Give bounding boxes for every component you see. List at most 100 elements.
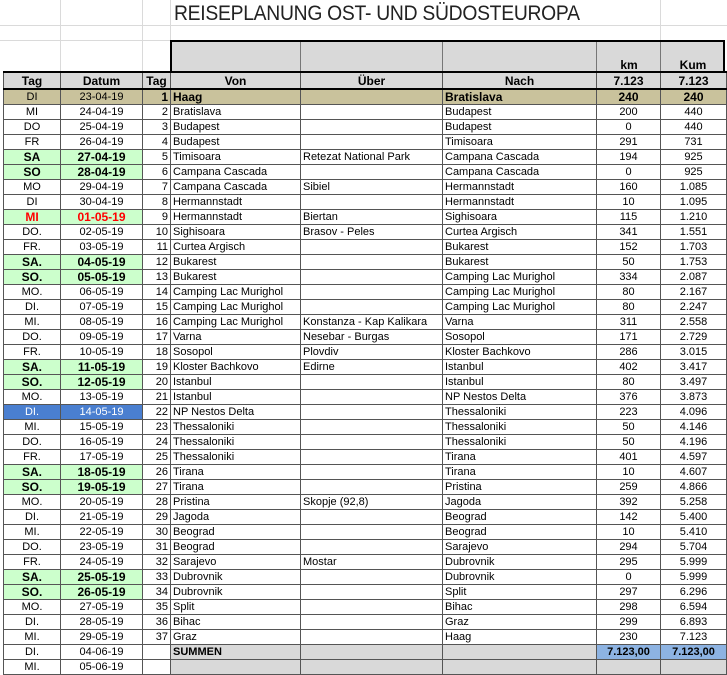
- day-cell[interactable]: DI: [3, 194, 61, 210]
- from-cell[interactable]: Bukarest: [170, 254, 301, 270]
- to-cell[interactable]: Thessaloniki: [442, 419, 597, 435]
- km-cell[interactable]: 10: [596, 194, 661, 210]
- cumulative-cell[interactable]: 3.015: [660, 344, 727, 360]
- date-cell[interactable]: 09-05-19: [60, 329, 143, 345]
- day-number-cell[interactable]: 14: [142, 284, 171, 300]
- date-cell[interactable]: 15-05-19: [60, 419, 143, 435]
- day-number-cell[interactable]: 8: [142, 194, 171, 210]
- date-cell[interactable]: 21-05-19: [60, 509, 143, 525]
- cumulative-cell[interactable]: 1.210: [660, 209, 727, 225]
- date-cell[interactable]: 05-06-19: [60, 659, 143, 675]
- date-cell[interactable]: 18-05-19: [60, 464, 143, 480]
- header-tag-number[interactable]: Tag: [142, 71, 171, 90]
- to-cell[interactable]: Budapest: [442, 119, 597, 135]
- to-cell[interactable]: Camping Lac Murighol: [442, 299, 597, 315]
- via-cell[interactable]: [300, 269, 443, 285]
- via-cell[interactable]: [300, 629, 443, 645]
- day-cell[interactable]: MI.: [3, 314, 61, 330]
- km-cell[interactable]: 115: [596, 209, 661, 225]
- day-cell[interactable]: SO.: [3, 269, 61, 285]
- date-cell[interactable]: 08-05-19: [60, 314, 143, 330]
- to-cell[interactable]: Thessaloniki: [442, 404, 597, 420]
- day-cell[interactable]: DI.: [3, 509, 61, 525]
- from-cell[interactable]: SUMMEN: [170, 644, 301, 660]
- date-cell[interactable]: 05-05-19: [60, 269, 143, 285]
- from-cell[interactable]: Varna: [170, 329, 301, 345]
- to-cell[interactable]: Sighisoara: [442, 209, 597, 225]
- to-cell[interactable]: Bratislava: [442, 88, 597, 105]
- km-cell[interactable]: 297: [596, 584, 661, 600]
- km-cell[interactable]: 80: [596, 299, 661, 315]
- from-cell[interactable]: Haag: [170, 88, 301, 105]
- day-cell[interactable]: MI.: [3, 419, 61, 435]
- from-cell[interactable]: Sighisoara: [170, 224, 301, 240]
- km-cell[interactable]: 50: [596, 434, 661, 450]
- day-number-cell[interactable]: 27: [142, 479, 171, 495]
- date-cell[interactable]: 14-05-19: [60, 404, 143, 420]
- to-cell[interactable]: Kloster Bachkovo: [442, 344, 597, 360]
- via-cell[interactable]: [300, 659, 443, 675]
- day-number-cell[interactable]: 2: [142, 104, 171, 120]
- header-nach[interactable]: Nach: [442, 71, 597, 90]
- to-cell[interactable]: Jagoda: [442, 494, 597, 510]
- day-number-cell[interactable]: 19: [142, 359, 171, 375]
- from-cell[interactable]: Dubrovnik: [170, 584, 301, 600]
- to-cell[interactable]: Thessaloniki: [442, 434, 597, 450]
- day-cell[interactable]: DO.: [3, 224, 61, 240]
- day-cell[interactable]: DI.: [3, 644, 61, 660]
- day-number-cell[interactable]: 29: [142, 509, 171, 525]
- to-cell[interactable]: Sosopol: [442, 329, 597, 345]
- day-number-cell[interactable]: 31: [142, 539, 171, 555]
- day-number-cell[interactable]: 35: [142, 599, 171, 615]
- via-cell[interactable]: [300, 134, 443, 150]
- day-number-cell[interactable]: 11: [142, 239, 171, 255]
- km-cell[interactable]: 10: [596, 464, 661, 480]
- km-cell[interactable]: 291: [596, 134, 661, 150]
- via-cell[interactable]: Konstanza - Kap Kalikara: [300, 314, 443, 330]
- via-cell[interactable]: [300, 599, 443, 615]
- km-cell[interactable]: 50: [596, 254, 661, 270]
- cumulative-cell[interactable]: 2.087: [660, 269, 727, 285]
- date-cell[interactable]: 11-05-19: [60, 359, 143, 375]
- day-cell[interactable]: FR: [3, 134, 61, 150]
- day-cell[interactable]: MO.: [3, 389, 61, 405]
- from-cell[interactable]: Bukarest: [170, 269, 301, 285]
- day-number-cell[interactable]: 23: [142, 419, 171, 435]
- km-cell[interactable]: 200: [596, 104, 661, 120]
- to-cell[interactable]: Istanbul: [442, 359, 597, 375]
- cumulative-cell[interactable]: 4.096: [660, 404, 727, 420]
- date-cell[interactable]: 16-05-19: [60, 434, 143, 450]
- date-cell[interactable]: 04-06-19: [60, 644, 143, 660]
- day-cell[interactable]: MI.: [3, 659, 61, 675]
- from-cell[interactable]: Istanbul: [170, 389, 301, 405]
- day-cell[interactable]: MI: [3, 104, 61, 120]
- cumulative-cell[interactable]: 6.594: [660, 599, 727, 615]
- date-cell[interactable]: 04-05-19: [60, 254, 143, 270]
- cumulative-cell[interactable]: [660, 659, 727, 675]
- from-cell[interactable]: [170, 659, 301, 675]
- km-cell[interactable]: 0: [596, 119, 661, 135]
- header-tag[interactable]: Tag: [3, 71, 61, 90]
- cumulative-cell[interactable]: 2.167: [660, 284, 727, 300]
- cumulative-cell[interactable]: 5.704: [660, 539, 727, 555]
- from-cell[interactable]: Campana Cascada: [170, 164, 301, 180]
- day-number-cell[interactable]: 37: [142, 629, 171, 645]
- date-cell[interactable]: 27-05-19: [60, 599, 143, 615]
- via-cell[interactable]: Retezat National Park: [300, 149, 443, 165]
- to-cell[interactable]: Sarajevo: [442, 539, 597, 555]
- day-cell[interactable]: SA.: [3, 254, 61, 270]
- from-cell[interactable]: Jagoda: [170, 509, 301, 525]
- date-cell[interactable]: 29-04-19: [60, 179, 143, 195]
- to-cell[interactable]: Pristina: [442, 479, 597, 495]
- date-cell[interactable]: 22-05-19: [60, 524, 143, 540]
- cumulative-cell[interactable]: 6.893: [660, 614, 727, 630]
- km-cell[interactable]: 298: [596, 599, 661, 615]
- day-cell[interactable]: DO: [3, 119, 61, 135]
- to-cell[interactable]: [442, 659, 597, 675]
- date-cell[interactable]: 20-05-19: [60, 494, 143, 510]
- km-cell[interactable]: 80: [596, 284, 661, 300]
- from-cell[interactable]: Thessaloniki: [170, 419, 301, 435]
- cumulative-cell[interactable]: 2.558: [660, 314, 727, 330]
- day-cell[interactable]: MI.: [3, 629, 61, 645]
- km-cell[interactable]: 194: [596, 149, 661, 165]
